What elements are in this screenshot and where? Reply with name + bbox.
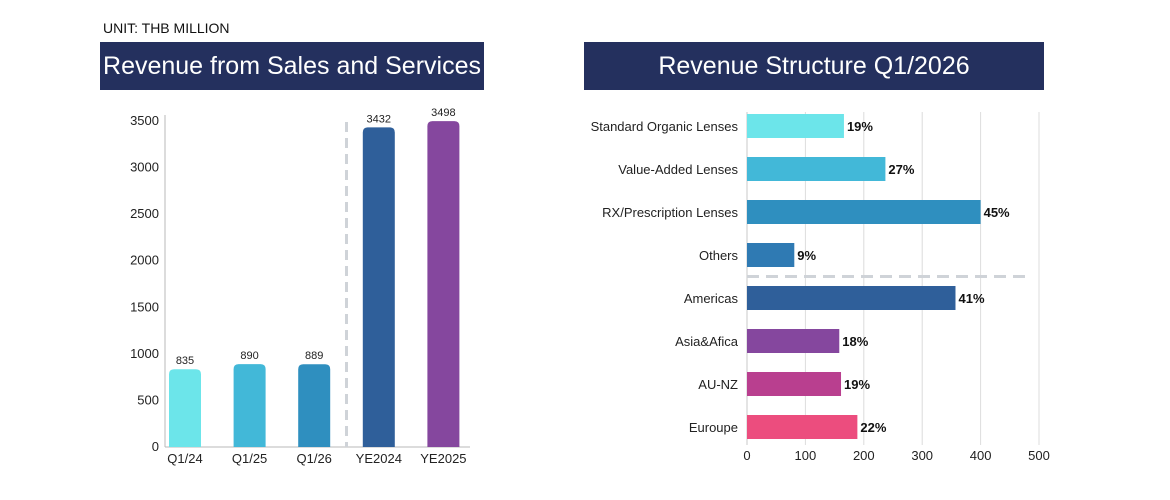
bar — [298, 364, 331, 447]
x-tick-label: 300 — [911, 448, 933, 463]
left-chart-title: Revenue from Sales and Services — [100, 42, 484, 90]
y-category-label: Euroupe — [689, 420, 738, 435]
x-tick-label: 200 — [853, 448, 875, 463]
bar — [169, 369, 201, 447]
bar — [747, 243, 795, 267]
bar — [747, 329, 840, 353]
x-tick-label: 500 — [1028, 448, 1050, 463]
unit-label: UNIT: THB MILLION — [103, 20, 230, 36]
y-tick-label: 2500 — [130, 206, 159, 221]
y-tick-label: 0 — [152, 439, 159, 454]
bar — [233, 364, 266, 447]
bar-value-label: 890 — [240, 350, 258, 362]
right-chart-title: Revenue Structure Q1/2026 — [584, 42, 1044, 90]
bar — [747, 157, 886, 181]
x-category-label: Q1/24 — [167, 451, 202, 466]
x-tick-label: 0 — [743, 448, 750, 463]
x-category-label: YE2024 — [356, 451, 402, 466]
y-tick-label: 1500 — [130, 299, 159, 314]
y-category-label: RX/Prescription Lenses — [602, 205, 738, 220]
bar-value-label: 18% — [842, 334, 868, 349]
bar-value-label: 27% — [888, 162, 914, 177]
y-category-label: Americas — [684, 291, 739, 306]
x-tick-label: 400 — [970, 448, 992, 463]
bar — [747, 200, 981, 224]
y-tick-label: 2000 — [130, 253, 159, 268]
y-category-label: AU-NZ — [698, 377, 738, 392]
bar-value-label: 3498 — [431, 107, 455, 119]
y-tick-label: 500 — [137, 392, 159, 407]
x-category-label: YE2025 — [420, 451, 466, 466]
bar-value-label: 22% — [860, 420, 886, 435]
y-tick-label: 3000 — [130, 160, 159, 175]
bar-value-label: 3432 — [367, 113, 391, 125]
bar-value-label: 835 — [176, 355, 194, 367]
bar — [427, 121, 460, 448]
bar — [362, 127, 395, 448]
y-category-label: Others — [699, 248, 739, 263]
y-category-label: Standard Organic Lenses — [591, 119, 739, 134]
bar-value-label: 45% — [984, 205, 1010, 220]
bar-value-label: 19% — [847, 119, 873, 134]
x-category-label: Q1/25 — [232, 451, 267, 466]
x-category-label: Q1/26 — [296, 451, 331, 466]
bar-value-label: 9% — [797, 248, 816, 263]
y-category-label: Value-Added Lenses — [618, 162, 738, 177]
y-tick-label: 1000 — [130, 346, 159, 361]
bar — [747, 415, 858, 439]
bar — [747, 286, 956, 310]
y-category-label: Asia&Afica — [675, 334, 739, 349]
bar — [747, 372, 842, 396]
bar — [747, 114, 844, 138]
y-tick-label: 3500 — [130, 113, 159, 128]
bar-value-label: 41% — [958, 291, 984, 306]
bar-value-label: 19% — [844, 377, 870, 392]
bar-value-label: 889 — [305, 350, 323, 362]
x-tick-label: 100 — [795, 448, 817, 463]
